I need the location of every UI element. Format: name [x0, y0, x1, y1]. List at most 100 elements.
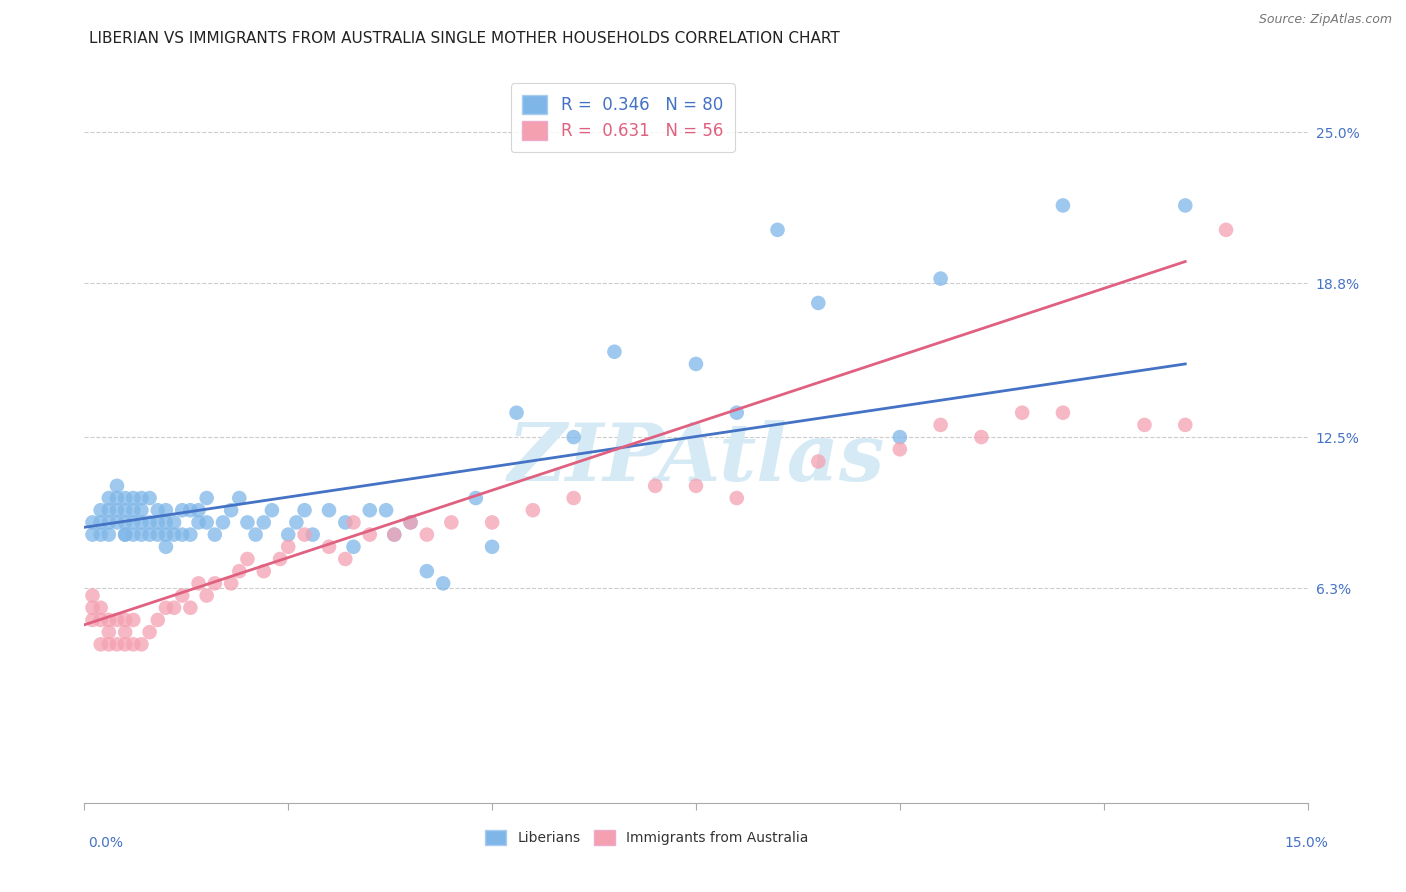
Point	[90, 613, 112, 627]
Point	[90, 527, 112, 541]
Point	[114, 527, 136, 541]
Point	[82, 600, 104, 615]
Point	[277, 540, 299, 554]
Point	[204, 527, 226, 541]
Point	[131, 527, 153, 541]
Point	[131, 637, 153, 651]
Point	[97, 625, 120, 640]
Point	[725, 406, 748, 420]
Point	[146, 516, 169, 530]
Point	[90, 637, 112, 651]
Point	[97, 516, 120, 530]
Point	[807, 296, 830, 310]
Point	[260, 503, 283, 517]
Point	[1133, 417, 1156, 432]
Point	[172, 589, 194, 603]
Point	[1174, 417, 1197, 432]
Text: LIBERIAN VS IMMIGRANTS FROM AUSTRALIA SINGLE MOTHER HOUSEHOLDS CORRELATION CHART: LIBERIAN VS IMMIGRANTS FROM AUSTRALIA SI…	[89, 31, 839, 46]
Point	[219, 576, 242, 591]
Point	[562, 430, 585, 444]
Point	[399, 516, 422, 530]
Point	[138, 527, 160, 541]
Point	[195, 589, 218, 603]
Point	[342, 540, 364, 554]
Point	[522, 503, 544, 517]
Point	[114, 503, 136, 517]
Point	[382, 527, 405, 541]
Point	[146, 503, 169, 517]
Point	[155, 503, 177, 517]
Point	[236, 552, 259, 566]
Point	[929, 271, 952, 285]
Point	[105, 637, 128, 651]
Point	[212, 516, 235, 530]
Point	[228, 491, 250, 505]
Point	[416, 564, 439, 578]
Point	[1215, 223, 1237, 237]
Point	[122, 491, 145, 505]
Point	[269, 552, 291, 566]
Point	[277, 527, 299, 541]
Point	[122, 637, 145, 651]
Point	[114, 527, 136, 541]
Point	[253, 516, 276, 530]
Point	[562, 491, 585, 505]
Point	[245, 527, 267, 541]
Point	[97, 527, 120, 541]
Point	[114, 613, 136, 627]
Point	[464, 491, 486, 505]
Point	[82, 613, 104, 627]
Point	[342, 516, 364, 530]
Point	[82, 589, 104, 603]
Point	[685, 357, 707, 371]
Point	[685, 479, 707, 493]
Point	[122, 527, 145, 541]
Point	[105, 479, 128, 493]
Point	[131, 503, 153, 517]
Point	[359, 503, 381, 517]
Point	[155, 527, 177, 541]
Point	[219, 503, 242, 517]
Text: Source: ZipAtlas.com: Source: ZipAtlas.com	[1258, 13, 1392, 27]
Point	[603, 344, 626, 359]
Point	[163, 527, 186, 541]
Point	[481, 516, 503, 530]
Point	[187, 503, 209, 517]
Point	[889, 430, 911, 444]
Point	[335, 552, 357, 566]
Text: 15.0%: 15.0%	[1285, 836, 1329, 850]
Point	[375, 503, 398, 517]
Point	[253, 564, 276, 578]
Point	[163, 516, 186, 530]
Point	[122, 516, 145, 530]
Point	[97, 503, 120, 517]
Point	[179, 503, 201, 517]
Text: ZIPAtlas: ZIPAtlas	[508, 420, 884, 498]
Point	[318, 540, 340, 554]
Point	[644, 479, 666, 493]
Point	[146, 613, 169, 627]
Point	[90, 503, 112, 517]
Point	[105, 613, 128, 627]
Point	[294, 503, 316, 517]
Point	[228, 564, 250, 578]
Point	[105, 503, 128, 517]
Point	[82, 516, 104, 530]
Point	[285, 516, 308, 530]
Point	[97, 637, 120, 651]
Point	[766, 223, 789, 237]
Point	[204, 576, 226, 591]
Point	[179, 600, 201, 615]
Point	[172, 527, 194, 541]
Point	[1011, 406, 1033, 420]
Point	[187, 516, 209, 530]
Point	[359, 527, 381, 541]
Point	[335, 516, 357, 530]
Point	[1052, 406, 1074, 420]
Point	[90, 516, 112, 530]
Point	[97, 491, 120, 505]
Point	[155, 516, 177, 530]
Legend: Liberians, Immigrants from Australia: Liberians, Immigrants from Australia	[479, 825, 814, 851]
Point	[505, 406, 527, 420]
Point	[301, 527, 323, 541]
